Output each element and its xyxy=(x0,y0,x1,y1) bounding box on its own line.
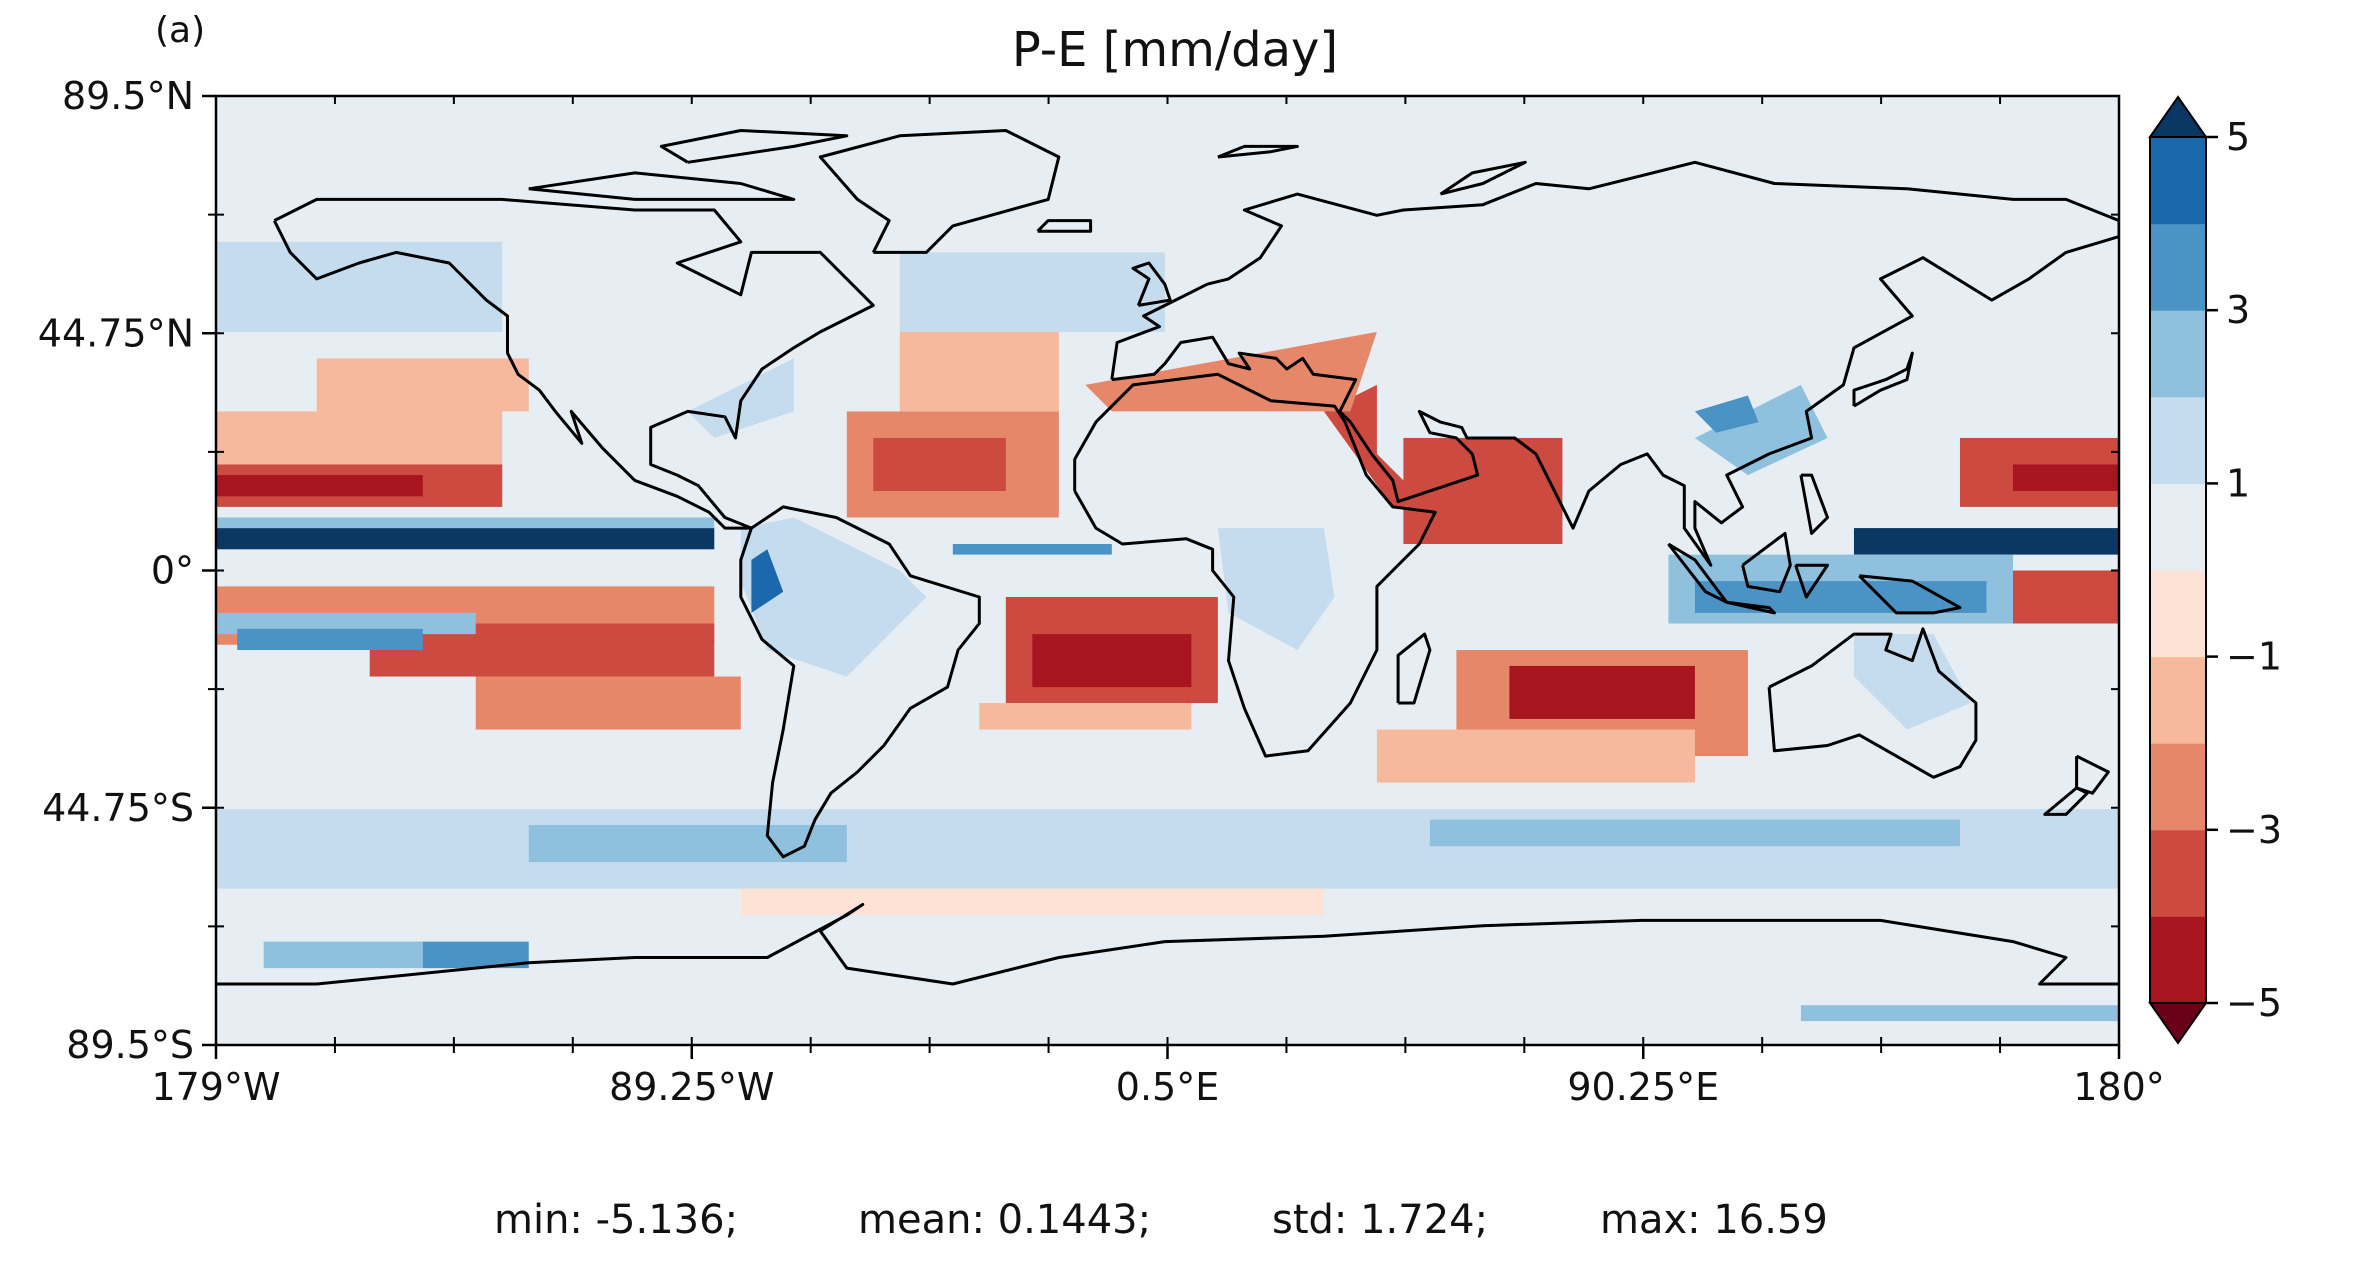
east-asia-region xyxy=(1694,395,1759,433)
storm-track xyxy=(528,824,847,863)
storm-track xyxy=(899,252,1165,332)
coastline xyxy=(272,197,875,530)
amazon-region xyxy=(740,517,927,677)
red-sea-region xyxy=(1323,384,1430,507)
andes-region xyxy=(751,549,784,613)
y-tick-label: 89.5°S xyxy=(66,1023,194,1067)
coastline xyxy=(2043,786,2089,816)
colorbar-segment xyxy=(2150,310,2206,398)
colorbar-tick-label: 3 xyxy=(2226,288,2250,332)
coastline xyxy=(1726,600,1776,615)
dry-belt xyxy=(216,411,503,465)
field-layer xyxy=(216,241,2119,1022)
coastline xyxy=(1852,351,1914,408)
spcz-band xyxy=(237,628,423,651)
colorbar-outline xyxy=(2149,137,2207,1003)
itcz-band xyxy=(216,528,715,550)
colorbar-segment xyxy=(2150,656,2206,744)
x-tick-label: 179°W xyxy=(151,1065,280,1109)
dry-belt xyxy=(1376,729,1695,783)
storm-track xyxy=(1429,819,1960,847)
panel-label: (a) xyxy=(155,10,206,51)
dry-belt xyxy=(1509,665,1695,719)
coastline xyxy=(659,129,849,164)
colorbar-segment xyxy=(2150,916,2206,1004)
mediterranean-region xyxy=(1085,331,1377,412)
map-canvas: 179°W 89.25°W 0.5°E 90.25°E 180° 89.5°N 44.75°… xyxy=(38,74,2282,1109)
colorbar-segment xyxy=(2150,483,2206,571)
y-tick-label: 0° xyxy=(151,549,194,593)
colorbar-tick-label: −5 xyxy=(2226,981,2282,1025)
coastal-dry xyxy=(740,888,1324,916)
dry-belt xyxy=(316,358,529,412)
axis-ticks: 179°W 89.25°W 0.5°E 90.25°E 180° 89.5°N 44.75°… xyxy=(38,74,2165,1109)
colorbar-segment xyxy=(2150,743,2206,831)
map-title: P-E [mm/day] xyxy=(1011,22,1339,78)
coastline xyxy=(528,171,796,201)
coastline xyxy=(1036,219,1093,233)
colorbar-tick-label: 1 xyxy=(2226,461,2250,505)
colorbar-tick-label: −3 xyxy=(2226,808,2282,852)
itcz-band xyxy=(216,517,715,529)
dry-belt xyxy=(873,437,1006,491)
coastline xyxy=(1799,473,1829,535)
colorbar-segment xyxy=(2150,396,2206,484)
dry-belt xyxy=(899,331,1059,412)
antarctic-wet xyxy=(1800,1005,2119,1022)
y-tick-label: 89.5°N xyxy=(62,74,194,118)
antarctic-wet xyxy=(263,941,423,969)
colorbar-extend-max xyxy=(2148,95,2208,138)
coastline xyxy=(1794,563,1829,599)
dry-belt xyxy=(216,475,423,497)
stat-std: std: 1.724; xyxy=(1272,1197,1489,1243)
dry-belt xyxy=(979,703,1192,730)
colorbar-segment xyxy=(2150,137,2206,225)
map-layer: 179°W 89.25°W 0.5°E 90.25°E 180° 89.5°N 44.75°… xyxy=(38,74,2282,1109)
dry-belt xyxy=(475,676,741,730)
coastline xyxy=(1741,531,1792,594)
congo-region xyxy=(1217,528,1335,650)
x-tick-label: 0.5°E xyxy=(1116,1065,1219,1109)
dry-belt xyxy=(2012,464,2119,491)
stat-mean: mean: 0.1443; xyxy=(858,1197,1152,1243)
colorbar-tick-label: −1 xyxy=(2226,635,2282,679)
coastline xyxy=(1396,632,1432,705)
coastline xyxy=(1131,261,1172,307)
australia-region xyxy=(1854,634,1971,730)
coastline xyxy=(216,903,2119,986)
coastline xyxy=(739,505,981,859)
y-tick-label: 44.75°S xyxy=(42,786,194,830)
colorbar-segment xyxy=(2150,570,2206,658)
stat-min: min: -5.136; xyxy=(494,1197,739,1243)
x-tick-label: 90.25°E xyxy=(1567,1065,1719,1109)
coastline xyxy=(818,129,1061,254)
coastline xyxy=(1110,160,2119,567)
stat-max: max: 16.59 xyxy=(1600,1197,1828,1243)
coastline xyxy=(1858,574,1962,615)
colorbar-extend-min xyxy=(2148,1002,2208,1045)
colorbar-segment xyxy=(2150,829,2206,917)
x-tick-label: 180° xyxy=(2073,1065,2165,1109)
colorbar: 5 3 1 −1 −3 −5 xyxy=(2148,95,2282,1045)
storm-track xyxy=(216,241,503,332)
coastline xyxy=(1767,627,1978,779)
itcz-band xyxy=(1853,528,2119,555)
y-tick-label: 44.75°N xyxy=(38,311,194,355)
coastline xyxy=(1217,144,1299,159)
x-tick-label: 89.25°W xyxy=(609,1065,774,1109)
coastline xyxy=(1073,372,1437,758)
coastline xyxy=(1439,160,1527,196)
colorbar-segment xyxy=(2150,223,2206,311)
itcz-band xyxy=(952,543,1112,555)
coastline xyxy=(2075,754,2110,795)
colorbar-tick-label: 5 xyxy=(2226,115,2250,159)
stats-line: min: -5.136; mean: 0.1443; std: 1.724; m… xyxy=(0,1197,2362,1247)
coastlines xyxy=(216,129,2119,986)
east-asia-region xyxy=(1694,384,1828,476)
dry-belt xyxy=(1032,634,1192,688)
